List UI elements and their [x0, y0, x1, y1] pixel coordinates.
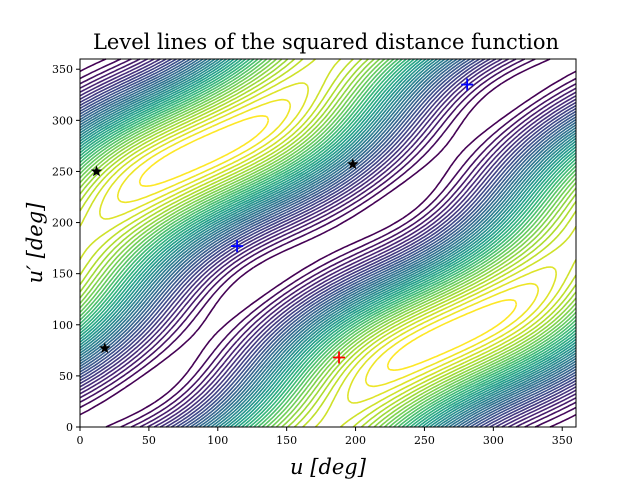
contour-level-31: [79, 58, 577, 428]
star-marker: [90, 165, 103, 177]
contour-level-21: [79, 58, 577, 428]
contour-level-32: [79, 58, 577, 428]
y-tick-label: 150: [52, 268, 73, 281]
contour-level-24: [79, 58, 577, 428]
contour-level-33: [79, 58, 577, 428]
contour-level-34: [79, 58, 577, 428]
x-tick-label: 0: [77, 434, 84, 447]
contour-level-22: [79, 58, 577, 428]
y-tick-label: 200: [52, 217, 73, 230]
star-marker: [99, 342, 111, 354]
x-tick-label: 200: [345, 434, 366, 447]
x-axis-label: u [deg]: [290, 455, 367, 479]
contour-level-29: [79, 58, 577, 428]
y-tick-label: 50: [59, 370, 73, 383]
contour-level-23: [79, 58, 577, 428]
chart-title: Level lines of the squared distance func…: [93, 30, 559, 54]
contour-level-41: [116, 98, 540, 388]
contour-level-20: [79, 58, 577, 428]
contour-level-3: [79, 58, 577, 428]
contour-level-27: [79, 58, 577, 428]
y-axis-label: u′ [deg]: [23, 202, 47, 283]
contour-level-30: [79, 58, 577, 428]
plus-marker: [231, 240, 244, 253]
contour-level-28: [79, 58, 577, 428]
contour-level-5: [79, 58, 577, 428]
contour-level-9: [79, 58, 577, 428]
x-tick-label: 150: [276, 434, 297, 447]
contour-level-26: [79, 58, 577, 428]
contour-level-25: [79, 58, 577, 428]
axis-ticks: 0 50 100 150 200 250 300 350 0 50 100 150 200 250 300 3…: [52, 63, 573, 447]
plus-marker: [333, 351, 346, 364]
y-tick-label: 350: [52, 63, 73, 76]
contour-level-36: [79, 58, 577, 428]
contour-level-11: [79, 58, 577, 428]
plot-frame: [79, 58, 577, 428]
contour-level-7: [79, 58, 577, 428]
plus-marker: [461, 78, 474, 91]
x-tick-label: 300: [483, 434, 504, 447]
x-tick-label: 50: [142, 434, 156, 447]
x-tick-label: 250: [414, 434, 435, 447]
contour-lines: [79, 58, 577, 428]
x-tick-label: 100: [207, 434, 228, 447]
contour-level-1: [79, 58, 577, 428]
contour-level-10: [79, 58, 577, 428]
contour-level-19: [79, 58, 577, 428]
y-tick-label: 250: [52, 165, 73, 178]
y-tick-label: 300: [52, 114, 73, 127]
y-tick-label: 100: [52, 319, 73, 332]
y-tick-label: 0: [66, 421, 73, 434]
contour-level-42: [138, 115, 518, 371]
star-marker: [347, 158, 359, 170]
contour-level-40: [99, 82, 557, 404]
x-tick-label: 350: [552, 434, 573, 447]
markers: [90, 78, 474, 364]
